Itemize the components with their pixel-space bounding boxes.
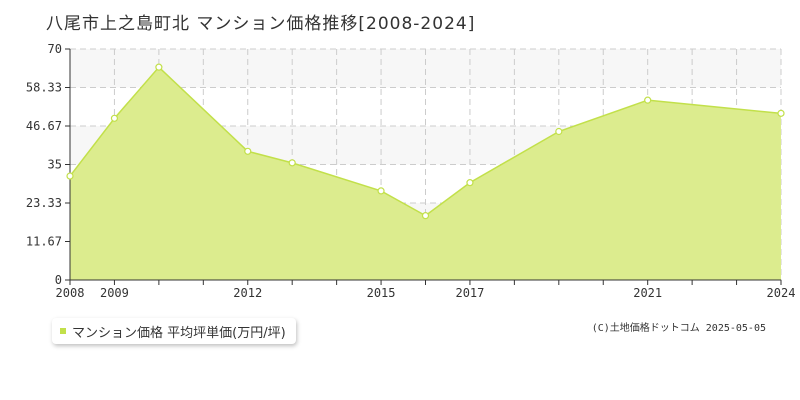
copyright: (C)土地価格ドットコム 2025-05-05 [591,323,766,334]
y-tick-label: 0 [55,273,62,287]
legend: マンション価格 平均坪単価(万円/坪) [52,318,296,344]
y-tick-label: 11.67 [26,234,62,248]
x-tick-label: 2008 [56,286,85,300]
chart-title: 八尾市上之島町北 マンション価格推移[2008-2024] [46,14,476,34]
data-point [244,147,252,155]
data-point [155,63,163,71]
data-markers [66,63,785,220]
data-point [377,187,385,195]
x-tick-label: 2012 [233,286,262,300]
y-axis-labels: 0 11.67 23.33 35 46.67 58.33 70 [26,42,62,287]
y-tick-label: 35 [48,158,62,172]
x-tick-label: 2017 [455,286,484,300]
legend-label: マンション価格 平均坪単価(万円/坪) [72,325,286,341]
data-point [66,172,74,180]
x-tick-label: 2015 [367,286,396,300]
y-tick-label: 70 [48,42,62,56]
data-point [421,212,430,220]
y-tick-label: 58.33 [26,81,62,95]
data-point [644,96,652,104]
data-point [466,179,474,187]
series-area [70,67,781,281]
x-tick-label: 2024 [767,286,796,300]
x-tick-label: 2021 [633,286,662,300]
data-point [288,159,296,167]
x-axis-labels: 2008 2009 2012 2015 2017 2021 2024 [56,286,796,300]
data-point [777,109,785,117]
x-tick-label: 2009 [100,286,129,300]
axes [65,48,782,285]
data-point [555,127,563,136]
y-tick-label: 46.67 [26,119,62,133]
data-point [110,114,119,122]
y-tick-label: 23.33 [26,196,62,210]
legend-marker [60,328,66,334]
